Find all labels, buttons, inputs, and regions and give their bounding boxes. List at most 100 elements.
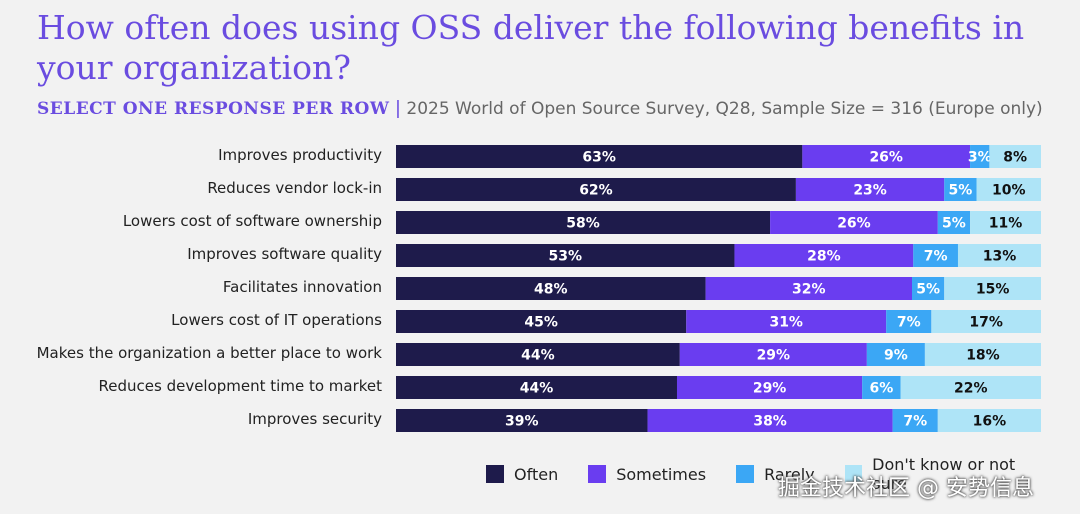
bar-segment-don-t-know-or-not-sure	[931, 310, 1041, 333]
data-label-often: 45%	[524, 315, 558, 331]
data-label-sometimes: 38%	[753, 414, 787, 430]
legend-label-often: Often	[514, 464, 559, 484]
bar-segment-often	[396, 211, 771, 234]
subtitle-meta: 2025 World of Open Source Survey, Q28, S…	[406, 99, 1043, 119]
legend-item-dont-know: Don't know or not sure	[844, 455, 1050, 493]
category-label: Reduces vendor lock-in	[207, 179, 382, 197]
chart-legend: Often Sometimes Rarely Don't know or not…	[486, 455, 1080, 493]
data-label-often: 39%	[505, 414, 539, 430]
legend-swatch-dont-know	[844, 465, 863, 483]
bar-segment-don-t-know-or-not-sure	[900, 376, 1041, 399]
data-label-don-t-know-or-not-sure: 15%	[976, 282, 1010, 298]
category-label: Reduces development time to market	[99, 377, 383, 395]
bar-segment-often	[396, 310, 687, 333]
bar-segment-often	[396, 376, 677, 399]
bar-segment-often	[396, 145, 803, 168]
data-label-often: 62%	[579, 183, 613, 199]
legend-swatch-often	[486, 465, 504, 483]
category-label: Improves productivity	[218, 146, 382, 164]
data-label-sometimes: 29%	[753, 381, 787, 397]
data-label-rarely: 9%	[884, 348, 908, 364]
category-label: Facilitates innovation	[223, 278, 382, 296]
data-label-sometimes: 28%	[807, 249, 841, 265]
bar-segment-rarely	[886, 310, 932, 333]
data-label-sometimes: 26%	[869, 150, 903, 166]
data-label-rarely: 5%	[948, 183, 972, 199]
data-label-rarely: 7%	[897, 315, 921, 331]
data-label-often: 58%	[566, 216, 600, 232]
bar-segment-rarely	[913, 244, 958, 267]
data-label-often: 44%	[521, 348, 555, 364]
bar-segment-rarely	[937, 211, 971, 234]
data-label-rarely: 7%	[924, 249, 948, 265]
data-label-don-t-know-or-not-sure: 11%	[989, 216, 1023, 232]
bar-segment-rarely	[912, 277, 945, 300]
bar-segment-don-t-know-or-not-sure	[976, 178, 1041, 201]
data-label-don-t-know-or-not-sure: 22%	[954, 381, 988, 397]
legend-label-dont-know: Don't know or not sure	[872, 455, 1016, 493]
bar-segment-sometimes	[647, 409, 893, 432]
legend-item-sometimes: Sometimes	[588, 465, 706, 484]
category-label: Improves security	[248, 410, 382, 428]
bar-segment-sometimes	[705, 277, 912, 300]
data-label-don-t-know-or-not-sure: 16%	[973, 414, 1007, 430]
data-label-rarely: 5%	[916, 282, 940, 298]
data-label-don-t-know-or-not-sure: 10%	[992, 183, 1026, 199]
bar-segment-often	[396, 409, 648, 432]
subtitle-instruction: SELECT ONE RESPONSE PER ROW	[37, 99, 390, 119]
data-label-don-t-know-or-not-sure: 18%	[966, 348, 1000, 364]
bar-segment-often	[396, 178, 796, 201]
bar-segment-sometimes	[679, 343, 867, 366]
data-label-sometimes: 32%	[792, 282, 826, 298]
bar-segment-don-t-know-or-not-sure	[989, 145, 1041, 168]
legend-label-sometimes: Sometimes	[616, 464, 707, 484]
bar-segment-sometimes	[802, 145, 971, 168]
data-label-often: 44%	[520, 381, 554, 397]
bar-segment-rarely	[970, 145, 990, 168]
bar-segment-rarely	[944, 178, 977, 201]
data-label-don-t-know-or-not-sure: 17%	[969, 315, 1003, 331]
data-label-sometimes: 31%	[769, 315, 803, 331]
bar-segment-don-t-know-or-not-sure	[970, 211, 1041, 234]
bar-segment-sometimes	[770, 211, 938, 234]
bar-segment-rarely	[866, 343, 925, 366]
bar-segment-rarely	[892, 409, 938, 432]
category-label: Makes the organization a better place to…	[37, 344, 383, 362]
legend-swatch-rarely	[736, 465, 755, 483]
data-label-sometimes: 26%	[837, 216, 871, 232]
data-label-often: 48%	[534, 282, 568, 298]
category-label: Improves software quality	[187, 245, 382, 263]
data-label-don-t-know-or-not-sure: 13%	[983, 249, 1017, 265]
chart-subtitle: SELECT ONE RESPONSE PER ROW | 2025 World o…	[37, 96, 1077, 122]
bar-segment-sometimes	[734, 244, 914, 267]
watermark-text: 掘金技术社区 @ 安势信息	[778, 476, 1034, 501]
data-label-don-t-know-or-not-sure: 8%	[1003, 150, 1027, 166]
subtitle-separator: |	[395, 98, 401, 119]
data-label-sometimes: 23%	[853, 183, 887, 199]
legend-label-rarely: Rarely	[764, 464, 815, 484]
legend-swatch-sometimes	[588, 465, 607, 483]
bar-segment-often	[396, 244, 735, 267]
data-label-sometimes: 29%	[757, 348, 791, 364]
data-label-rarely: 3%	[968, 150, 992, 166]
legend-item-rarely: Rarely	[736, 465, 815, 484]
data-label-rarely: 5%	[942, 216, 966, 232]
bar-segment-sometimes	[795, 178, 945, 201]
bar-segment-don-t-know-or-not-sure	[937, 409, 1041, 432]
bar-segment-rarely	[862, 376, 901, 399]
bar-segment-sometimes	[676, 376, 863, 399]
bar-segment-don-t-know-or-not-sure	[944, 277, 1041, 300]
bar-segment-often	[396, 277, 706, 300]
category-label: Lowers cost of software ownership	[123, 212, 382, 230]
data-label-often: 53%	[548, 249, 582, 265]
legend-item-often: Often	[486, 465, 558, 484]
bar-segment-don-t-know-or-not-sure	[924, 343, 1041, 366]
category-label: Lowers cost of IT operations	[171, 311, 382, 329]
bar-segment-don-t-know-or-not-sure	[957, 244, 1041, 267]
bar-segment-often	[396, 343, 680, 366]
bar-segment-sometimes	[686, 310, 887, 333]
data-label-rarely: 6%	[869, 381, 893, 397]
chart-title: How often does using OSS deliver the fol…	[37, 8, 1025, 87]
data-label-often: 63%	[582, 150, 616, 166]
